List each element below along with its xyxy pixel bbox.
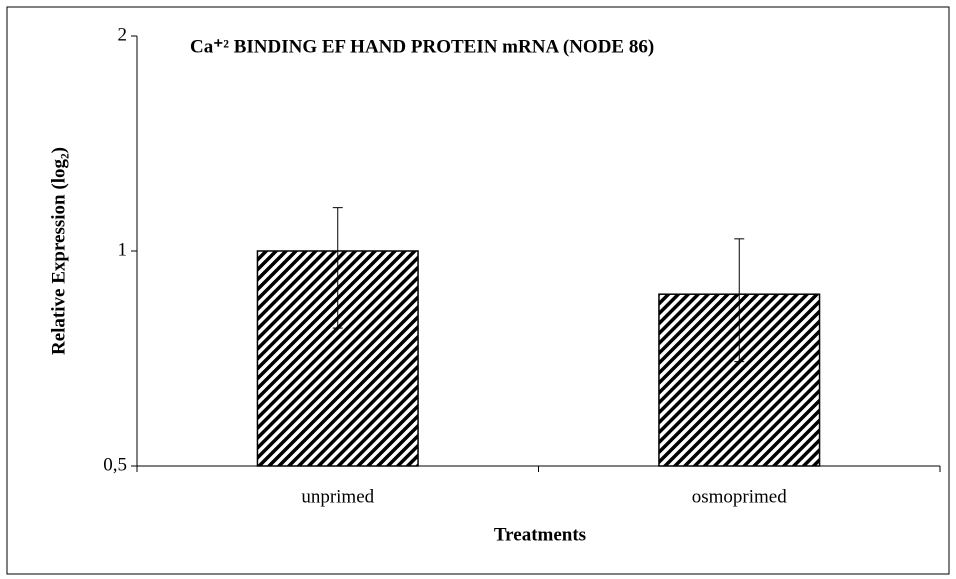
y-axis-label: Relative Expression (log₂): [48, 147, 69, 355]
x-axis-label: Treatments: [494, 524, 586, 545]
y-tick-label: 0,5: [103, 454, 127, 475]
x-tick-label: unprimed: [301, 486, 374, 507]
y-tick-label: 2: [118, 24, 128, 45]
chart-title: Ca⁺² BINDING EF HAND PROTEIN mRNA (NODE …: [190, 36, 654, 57]
y-tick-label: 1: [118, 239, 128, 260]
chart-frame: [6, 6, 950, 575]
x-tick-label: osmoprimed: [692, 486, 787, 507]
